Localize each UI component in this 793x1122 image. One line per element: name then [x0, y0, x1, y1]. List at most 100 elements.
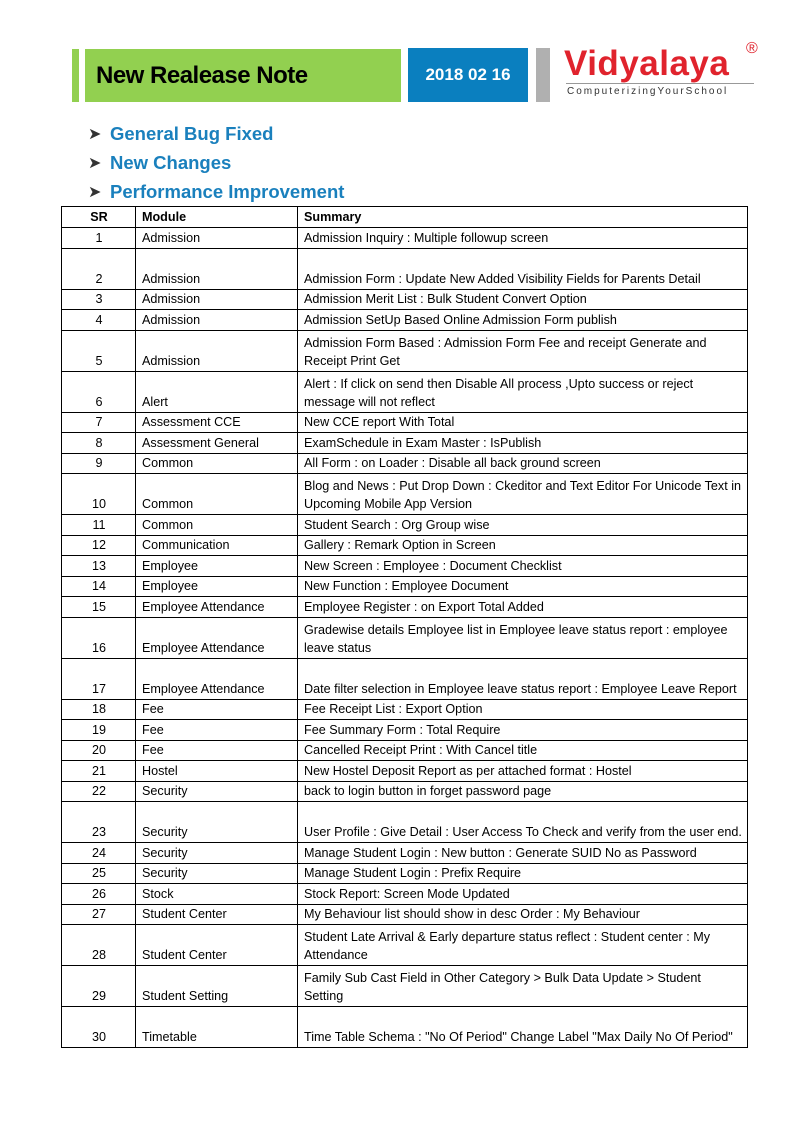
cell-module: Hostel [135, 760, 298, 782]
table-row: 6 Alert Alert : If click on send then Disa… [61, 370, 748, 413]
page-title: New Realease Note [96, 62, 308, 89]
cell-sr: 27 [61, 903, 136, 925]
arrow-bullet-icon: ➤ [88, 125, 102, 143]
table-row: 28 Student Center Student Late Arrival & E… [61, 924, 748, 966]
cell-summary: Cancelled Receipt Print : With Cancel ti… [297, 739, 748, 761]
cell-summary: Fee Summary Form : Total Require [297, 719, 748, 741]
cell-module: Assessment CCE [135, 411, 298, 433]
cell-sr: 5 [61, 329, 136, 372]
cell-module: Alert [135, 370, 298, 413]
cell-summary: New Hostel Deposit Report as per attache… [297, 760, 748, 782]
cell-sr: 15 [61, 596, 136, 618]
highlight-item: ➤ Performance Improvement [88, 180, 345, 202]
cell-summary: New Function : Employee Document [297, 575, 748, 597]
cell-sr: 1 [61, 227, 136, 249]
cell-summary: Admission SetUp Based Online Admission F… [297, 309, 748, 331]
cell-sr: 30 [61, 1006, 136, 1048]
cell-sr: 26 [61, 883, 136, 905]
cell-sr: 17 [61, 657, 136, 700]
cell-module: Security [135, 801, 298, 843]
cell-sr: 24 [61, 842, 136, 864]
cell-module: Assessment General [135, 432, 298, 454]
release-changes-table: SR Module Summary 1 Admission Admission In… [61, 206, 748, 1048]
table-row: 16 Employee Attendance Gradewise details E… [61, 616, 748, 659]
cell-module: Fee [135, 719, 298, 741]
cell-sr: 18 [61, 698, 136, 720]
vidyalaya-logo: Vidyalaya ® ComputerizingYourSchool [562, 40, 762, 104]
cell-summary: Alert : If click on send then Disable Al… [297, 370, 748, 413]
cell-module: Stock [135, 883, 298, 905]
table-row: 20 Fee Cancelled Receipt Print : With Canc… [61, 739, 748, 761]
table-row: 17 Employee Attendance Date filter selecti… [61, 657, 748, 700]
cell-module: Common [135, 473, 298, 515]
cell-module: Student Center [135, 903, 298, 925]
cell-sr: 2 [61, 247, 136, 290]
cell-sr: 13 [61, 555, 136, 577]
cell-summary: Student Late Arrival & Early departure s… [297, 924, 748, 966]
cell-sr: 11 [61, 514, 136, 536]
cell-module: Employee [135, 575, 298, 597]
table-row: 14 Employee New Function : Employee Docume… [61, 575, 748, 597]
table-row: 18 Fee Fee Receipt List : Export Option [61, 698, 748, 720]
column-header-sr: SR [61, 206, 136, 228]
table-row: 26 Stock Stock Report: Screen Mode Updated [61, 883, 748, 905]
table-row: 4 Admission Admission SetUp Based Online A… [61, 309, 748, 331]
table-row: 19 Fee Fee Summary Form : Total Require [61, 719, 748, 741]
cell-module: Security [135, 862, 298, 884]
cell-summary: Employee Register : on Export Total Adde… [297, 596, 748, 618]
table-row: 24 Security Manage Student Login : New but… [61, 842, 748, 864]
cell-sr: 23 [61, 801, 136, 843]
cell-summary: Manage Student Login : Prefix Require [297, 862, 748, 884]
cell-sr: 3 [61, 288, 136, 310]
cell-module: Common [135, 514, 298, 536]
cell-sr: 19 [61, 719, 136, 741]
table-row: 13 Employee New Screen : Employee : Docume… [61, 555, 748, 577]
cell-module: Admission [135, 288, 298, 310]
cell-summary: My Behaviour list should show in desc Or… [297, 903, 748, 925]
header-divider [536, 48, 550, 102]
table-row: 1 Admission Admission Inquiry : Multiple f… [61, 227, 748, 249]
cell-module: Admission [135, 329, 298, 372]
highlights-list: ➤ General Bug Fixed ➤ New Changes ➤ Perform… [88, 119, 344, 206]
cell-summary: All Form : on Loader : Disable all back … [297, 452, 748, 474]
cell-sr: 16 [61, 616, 136, 659]
header-accent-bar [72, 49, 79, 102]
cell-summary: Time Table Schema : "No Of Period" Chang… [297, 1006, 748, 1048]
arrow-bullet-icon: ➤ [88, 154, 102, 172]
cell-summary: Stock Report: Screen Mode Updated [297, 883, 748, 905]
cell-summary: Date filter selection in Employee leave … [297, 657, 748, 700]
cell-summary: Gradewise details Employee list in Emplo… [297, 616, 748, 659]
cell-summary: New Screen : Employee : Document Checkli… [297, 555, 748, 577]
cell-module: Admission [135, 309, 298, 331]
column-header-summary: Summary [297, 206, 748, 228]
cell-summary: Manage Student Login : New button : Gene… [297, 842, 748, 864]
table-row: 25 Security Manage Student Login : Prefix … [61, 862, 748, 884]
table-row: 12 Communication Gallery : Remark Option i… [61, 534, 748, 556]
cell-summary: Admission Inquiry : Multiple followup sc… [297, 227, 748, 249]
cell-sr: 25 [61, 862, 136, 884]
cell-summary: Student Search : Org Group wise [297, 514, 748, 536]
cell-sr: 12 [61, 534, 136, 556]
table-header-row: SR Module Summary [61, 206, 748, 228]
cell-summary: Blog and News : Put Drop Down : Ckeditor… [297, 473, 748, 515]
cell-sr: 14 [61, 575, 136, 597]
cell-module: Fee [135, 739, 298, 761]
registered-mark: ® [746, 40, 758, 57]
cell-module: Employee [135, 555, 298, 577]
table-row: 11 Common Student Search : Org Group wise [61, 514, 748, 536]
cell-sr: 20 [61, 739, 136, 761]
cell-sr: 8 [61, 432, 136, 454]
cell-module: Employee Attendance [135, 657, 298, 700]
cell-sr: 6 [61, 370, 136, 413]
table-row: 29 Student Setting Family Sub Cast Field i… [61, 965, 748, 1007]
cell-module: Student Center [135, 924, 298, 966]
cell-module: Employee Attendance [135, 596, 298, 618]
cell-summary: New CCE report With Total [297, 411, 748, 433]
release-date: 2018 02 16 [408, 48, 528, 102]
table-row: 15 Employee Attendance Employee Register :… [61, 596, 748, 618]
cell-summary: Admission Merit List : Bulk Student Conv… [297, 288, 748, 310]
table-row: 7 Assessment CCE New CCE report With Total [61, 411, 748, 433]
cell-summary: Fee Receipt List : Export Option [297, 698, 748, 720]
highlight-item: ➤ New Changes [88, 151, 232, 173]
table-row: 5 Admission Admission Form Based : Admissi… [61, 329, 748, 372]
